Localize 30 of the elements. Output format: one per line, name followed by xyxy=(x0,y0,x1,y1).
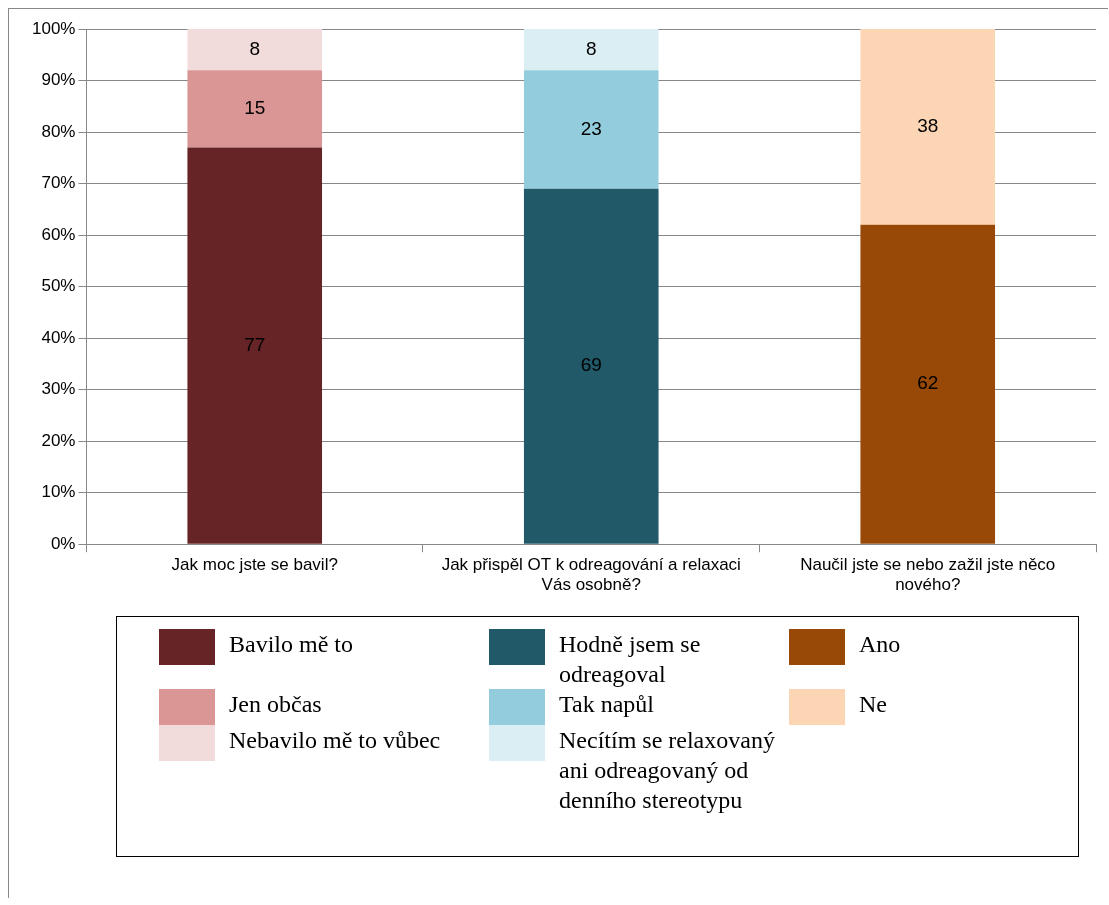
y-tick-label: 60% xyxy=(41,224,76,244)
y-tick-label: 40% xyxy=(41,327,76,347)
data-label: 8 xyxy=(585,37,597,59)
y-tick-label: 100% xyxy=(32,18,76,38)
x-tick-label: Naučil jste se nebo zažil jste něco nového? xyxy=(800,555,1056,595)
y-tick-label: 70% xyxy=(41,173,76,193)
y-tick-label: 30% xyxy=(41,379,76,399)
y-tick-label: 80% xyxy=(41,121,76,141)
legend-label: Necítím se relaxovaný ani odreagovaný od denního stereotypu xyxy=(559,726,776,815)
y-tick-label: 10% xyxy=(41,482,76,502)
legend-label: Tak napůl xyxy=(559,690,654,719)
legend-label: Ne xyxy=(859,690,887,719)
legend-label: Ano xyxy=(859,630,901,659)
legend-label: Hodně jsem se odreagoval xyxy=(559,630,702,689)
x-tick-label: Jak přispěl OT k odreagování a relaxaci Vás osobně? xyxy=(441,555,741,595)
y-tick-label: 20% xyxy=(41,430,76,450)
x-tick-label: Jak moc jste se bavil? xyxy=(171,555,338,575)
y-tick-label: 90% xyxy=(41,70,76,90)
data-label: 77 xyxy=(244,333,266,355)
data-label: 62 xyxy=(917,372,939,394)
y-tick-label: 0% xyxy=(50,533,76,553)
data-label: 8 xyxy=(249,37,261,59)
legend-label: Bavilo mě to xyxy=(229,630,353,659)
data-label: 69 xyxy=(580,354,602,376)
data-label: 38 xyxy=(917,115,939,137)
data-label: 15 xyxy=(244,97,266,119)
y-tick-label: 50% xyxy=(41,276,76,296)
data-label: 23 xyxy=(580,117,602,139)
legend-label: Nebavilo mě to vůbec xyxy=(229,726,441,755)
legend-label: Jen občas xyxy=(229,690,322,719)
